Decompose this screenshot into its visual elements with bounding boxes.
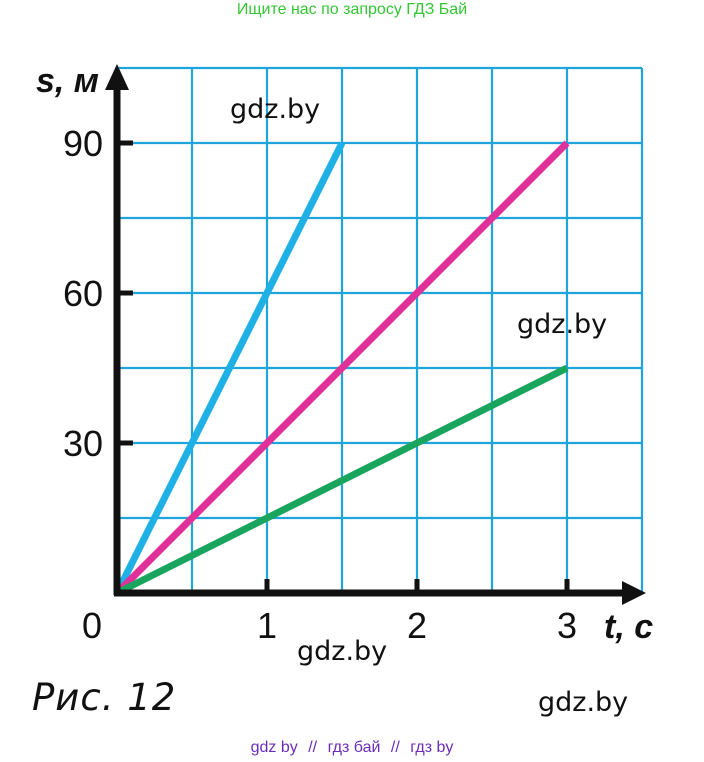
y-tick-label: 90 [63,123,103,164]
grid [117,66,644,593]
series-line-2 [114,140,570,596]
watermark: gdz.by [230,94,321,125]
footer-separator: // [308,739,318,756]
x-axis-arrow [622,581,646,605]
y-axis-arrow [105,64,129,90]
footer-link[interactable]: gdz by [250,739,298,756]
series-line-1 [113,141,346,595]
top-banner: Ищите нас по запросу ГДЗ Бай [236,1,468,18]
watermark: gdz.by [297,636,388,667]
footer-separator: // [390,739,400,756]
x-axis-title: t, с [604,608,653,646]
series-line-3 [115,364,569,597]
footer-link[interactable]: гдз by [410,739,454,756]
y-tick-label: 30 [63,423,103,464]
bottom-banner: gdz by // гдз бай // гдз by [0,738,704,758]
series-lines [113,140,570,597]
footer-link[interactable]: гдз бай [327,739,381,756]
tick-labels: 1 2 3 30 60 90 0 s, м t, с [36,62,653,646]
watermark: gdz.by [538,687,629,718]
x-tick-label: 1 [257,605,277,646]
x-tick-label: 2 [407,605,427,646]
axes [105,64,646,605]
x-tick-label: 3 [557,605,577,646]
y-tick-label: 60 [63,273,103,314]
figure-caption: Рис. 12 [32,676,177,719]
y-axis-title: s, м [36,62,99,100]
origin-label: 0 [82,605,102,646]
watermark: gdz.by [517,309,608,340]
